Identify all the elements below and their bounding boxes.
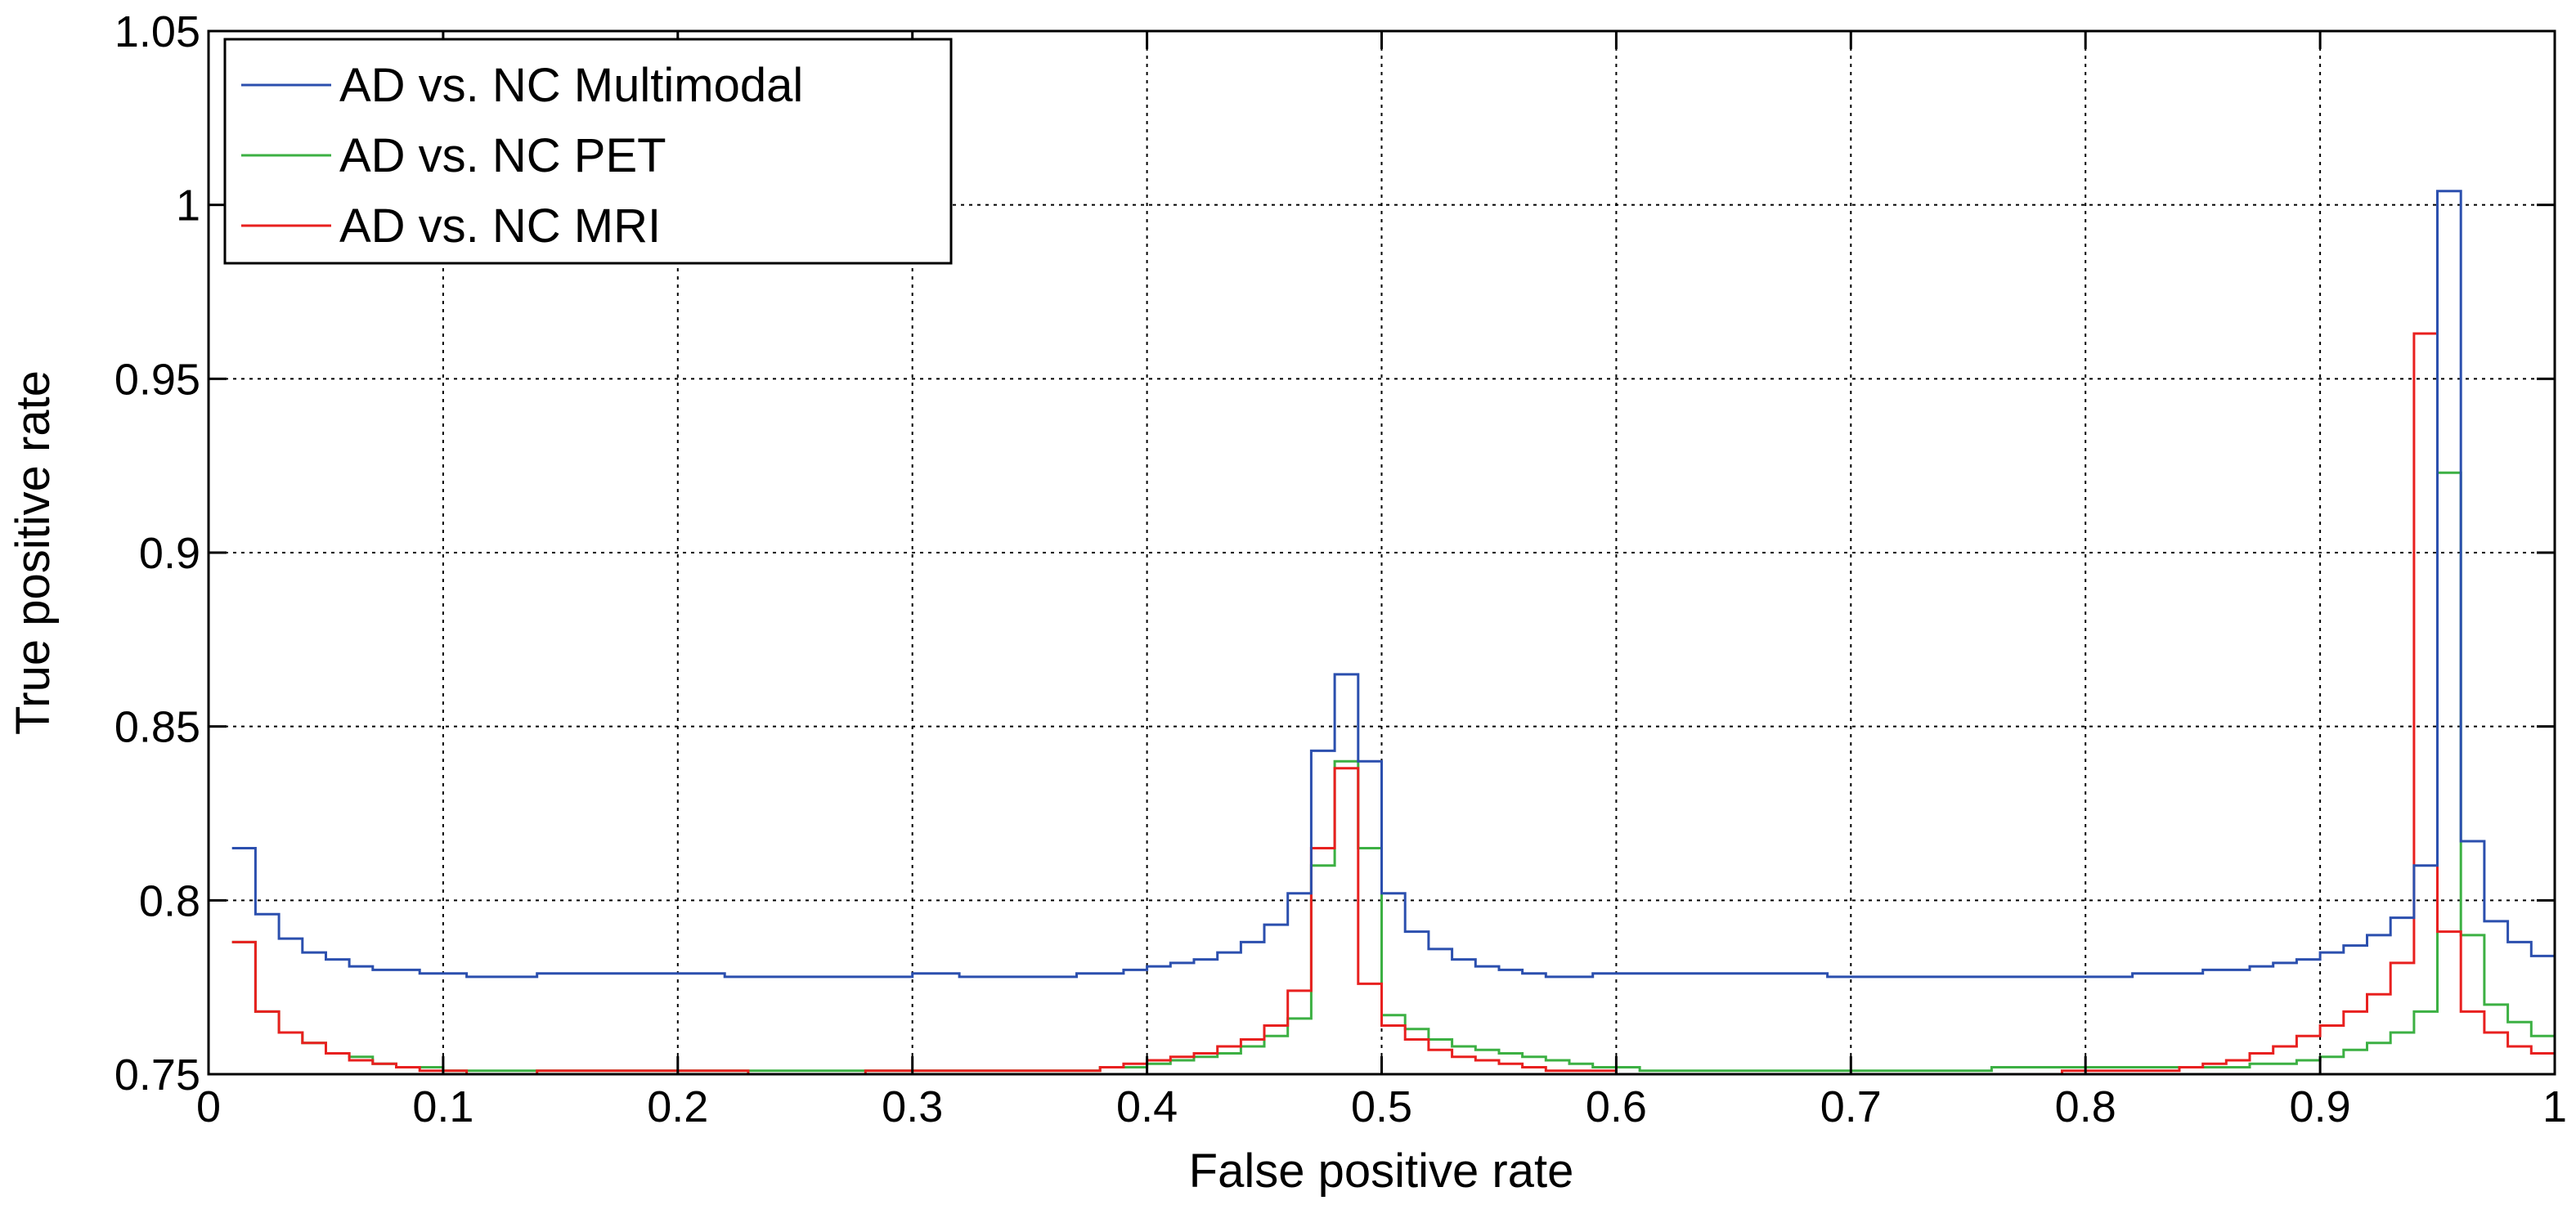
y-tick-label: 0.9 <box>139 529 200 578</box>
x-axis-title: False positive rate <box>1189 1145 1574 1198</box>
y-tick-labels: 0.75 0.8 0.85 0.9 0.95 1 1.05 <box>114 7 200 1100</box>
y-tick-label: 0.85 <box>114 703 200 752</box>
y-tick-label: 0.75 <box>114 1050 200 1100</box>
y-tick-label: 1.05 <box>114 7 200 56</box>
y-tick-label: 0.8 <box>139 876 200 925</box>
x-tick-label: 0.3 <box>882 1082 943 1131</box>
series-line-0 <box>231 190 2555 979</box>
y-tick-label: 1 <box>176 181 200 231</box>
legend-box <box>223 38 953 265</box>
x-tick-label: 1 <box>2542 1082 2567 1131</box>
x-tick-label: 0 <box>196 1082 221 1131</box>
x-tick-label: 0.4 <box>1116 1082 1178 1131</box>
x-tick-label: 0.1 <box>412 1082 473 1131</box>
legend-label: AD vs. NC Multimodal <box>339 59 803 112</box>
series-line-2 <box>231 332 2555 1076</box>
y-axis-title: True positive rate <box>7 370 60 735</box>
x-tick-label: 0.9 <box>2290 1082 2351 1131</box>
x-tick-label: 0.2 <box>647 1082 708 1131</box>
x-tick-label: 0.5 <box>1351 1082 1412 1131</box>
legend-label: AD vs. NC PET <box>339 129 666 182</box>
x-tick-labels: 0 0.1 0.2 0.3 0.4 0.5 0.6 0.7 0.8 0.9 1 <box>196 1082 2567 1131</box>
x-tick-label: 0.7 <box>1820 1082 1882 1131</box>
y-tick-label: 0.95 <box>114 355 200 404</box>
legend-label: AD vs. NC MRI <box>339 199 661 253</box>
x-tick-label: 0.8 <box>2055 1082 2116 1131</box>
x-tick-label: 0.6 <box>1586 1082 1647 1131</box>
legend: AD vs. NC Multimodal AD vs. NC PET AD vs. … <box>223 38 953 265</box>
series-lines <box>231 190 2555 1076</box>
